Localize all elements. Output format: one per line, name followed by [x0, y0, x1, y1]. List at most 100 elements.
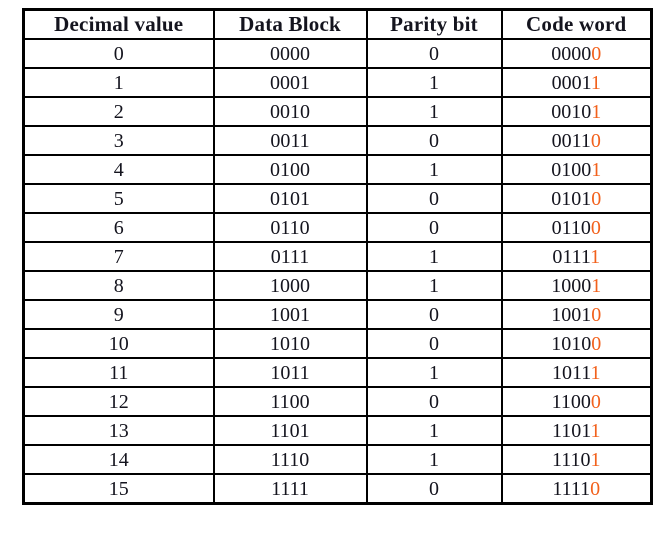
- data-block-cell: 1011: [212, 357, 368, 388]
- decimal-value-cell: 8: [22, 270, 215, 301]
- decimal-value-cell: 10: [22, 328, 215, 359]
- col-header-decimal-value: Decimal value: [22, 8, 215, 40]
- code-word-cell: 01100: [500, 212, 653, 243]
- code-word-data-bits: 1110: [551, 448, 591, 471]
- parity-bit-cell: 1: [365, 415, 503, 446]
- code-word-parity-bit: 1: [590, 245, 601, 268]
- parity-bit-cell: 0: [365, 125, 503, 156]
- data-block-cell: 0010: [212, 96, 368, 127]
- header-row: Decimal value Data Block Parity bit Code…: [22, 8, 653, 40]
- parity-bit-cell: 1: [365, 270, 503, 301]
- data-block-cell: 1101: [212, 415, 368, 446]
- table-row: 13 1101 1 11011: [22, 415, 653, 446]
- parity-bit-cell: 0: [365, 183, 503, 214]
- code-word-cell: 00000: [500, 38, 653, 69]
- code-word-cell: 11011: [500, 415, 653, 446]
- decimal-value-cell: 6: [22, 212, 215, 243]
- decimal-value-cell: 12: [22, 386, 215, 417]
- col-header-code-word: Code word: [500, 8, 653, 40]
- code-word-data-bits: 0010: [551, 100, 592, 123]
- decimal-value-cell: 5: [22, 183, 215, 214]
- code-word-parity-bit: 0: [591, 187, 602, 210]
- code-word-data-bits: 1011: [551, 361, 591, 384]
- table-row: 7 0111 1 01111: [22, 241, 653, 272]
- code-word-cell: 00101: [500, 96, 653, 127]
- code-word-parity-bit: 0: [590, 390, 601, 413]
- decimal-value-cell: 14: [22, 444, 215, 475]
- code-word-data-bits: 1010: [551, 332, 592, 355]
- parity-bit-cell: 0: [365, 212, 503, 243]
- code-word-cell: 10111: [500, 357, 653, 388]
- code-word-cell: 10010: [500, 299, 653, 330]
- data-block-cell: 0100: [212, 154, 368, 185]
- decimal-value-cell: 15: [22, 473, 215, 505]
- data-block-cell: 0011: [212, 125, 368, 156]
- decimal-value-cell: 9: [22, 299, 215, 330]
- parity-bit-cell: 1: [365, 154, 503, 185]
- code-word-parity-bit: 0: [591, 303, 602, 326]
- data-block-cell: 0110: [212, 212, 368, 243]
- data-block-cell: 1010: [212, 328, 368, 359]
- code-word-parity-bit: 1: [590, 361, 601, 384]
- code-word-cell: 01010: [500, 183, 653, 214]
- parity-code-table: Decimal value Data Block Parity bit Code…: [22, 8, 653, 505]
- data-block-cell: 1000: [212, 270, 368, 301]
- code-word-parity-bit: 1: [591, 274, 602, 297]
- parity-bit-cell: 1: [365, 96, 503, 127]
- table-row: 1 0001 1 00011: [22, 67, 653, 98]
- code-word-cell: 00011: [500, 67, 653, 98]
- code-word-cell: 00110: [500, 125, 653, 156]
- parity-bit-cell: 1: [365, 357, 503, 388]
- code-word-parity-bit: 0: [590, 129, 601, 152]
- parity-bit-cell: 0: [365, 299, 503, 330]
- code-word-data-bits: 0011: [551, 129, 591, 152]
- code-word-data-bits: 1000: [551, 274, 592, 297]
- decimal-value-cell: 0: [22, 38, 215, 69]
- code-word-cell: 11101: [500, 444, 653, 475]
- table-row: 2 0010 1 00101: [22, 96, 653, 127]
- code-word-parity-bit: 1: [590, 448, 601, 471]
- table-body: 0 0000 0 00000 1 0001 1 00011 2 0010 1 00101 3 0011 0 0…: [22, 38, 653, 505]
- parity-bit-cell: 0: [365, 328, 503, 359]
- parity-bit-cell: 0: [365, 38, 503, 69]
- code-word-data-bits: 1100: [551, 390, 591, 413]
- data-block-cell: 0101: [212, 183, 368, 214]
- decimal-value-cell: 13: [22, 415, 215, 446]
- code-word-parity-bit: 1: [590, 71, 601, 94]
- table-row: 11 1011 1 10111: [22, 357, 653, 388]
- decimal-value-cell: 7: [22, 241, 215, 272]
- data-block-cell: 0111: [212, 241, 368, 272]
- code-word-data-bits: 0101: [551, 187, 592, 210]
- decimal-value-cell: 2: [22, 96, 215, 127]
- data-block-cell: 0000: [212, 38, 368, 69]
- parity-bit-cell: 1: [365, 67, 503, 98]
- table-row: 5 0101 0 01010: [22, 183, 653, 214]
- code-word-data-bits: 1101: [551, 419, 591, 442]
- table-row: 12 1100 0 11000: [22, 386, 653, 417]
- code-word-cell: 10100: [500, 328, 653, 359]
- data-block-cell: 0001: [212, 67, 368, 98]
- parity-bit-cell: 1: [365, 444, 503, 475]
- table-row: 8 1000 1 10001: [22, 270, 653, 301]
- code-word-parity-bit: 0: [590, 477, 601, 500]
- table-row: 6 0110 0 01100: [22, 212, 653, 243]
- parity-bit-cell: 0: [365, 473, 503, 505]
- code-word-data-bits: 0111: [552, 245, 591, 268]
- data-block-cell: 1111: [212, 473, 368, 505]
- code-word-parity-bit: 0: [590, 216, 601, 239]
- data-block-cell: 1110: [212, 444, 368, 475]
- code-word-data-bits: 1001: [551, 303, 592, 326]
- col-header-parity-bit: Parity bit: [365, 8, 503, 40]
- table-row: 4 0100 1 01001: [22, 154, 653, 185]
- code-word-cell: 01001: [500, 154, 653, 185]
- code-word-cell: 11110: [500, 473, 653, 505]
- code-word-parity-bit: 0: [591, 42, 602, 65]
- code-word-data-bits: 0100: [551, 158, 592, 181]
- table-row: 15 1111 0 11110: [22, 473, 653, 505]
- code-word-parity-bit: 1: [591, 100, 602, 123]
- code-word-data-bits: 1111: [552, 477, 591, 500]
- col-header-data-block: Data Block: [212, 8, 368, 40]
- code-word-data-bits: 0000: [551, 42, 592, 65]
- decimal-value-cell: 4: [22, 154, 215, 185]
